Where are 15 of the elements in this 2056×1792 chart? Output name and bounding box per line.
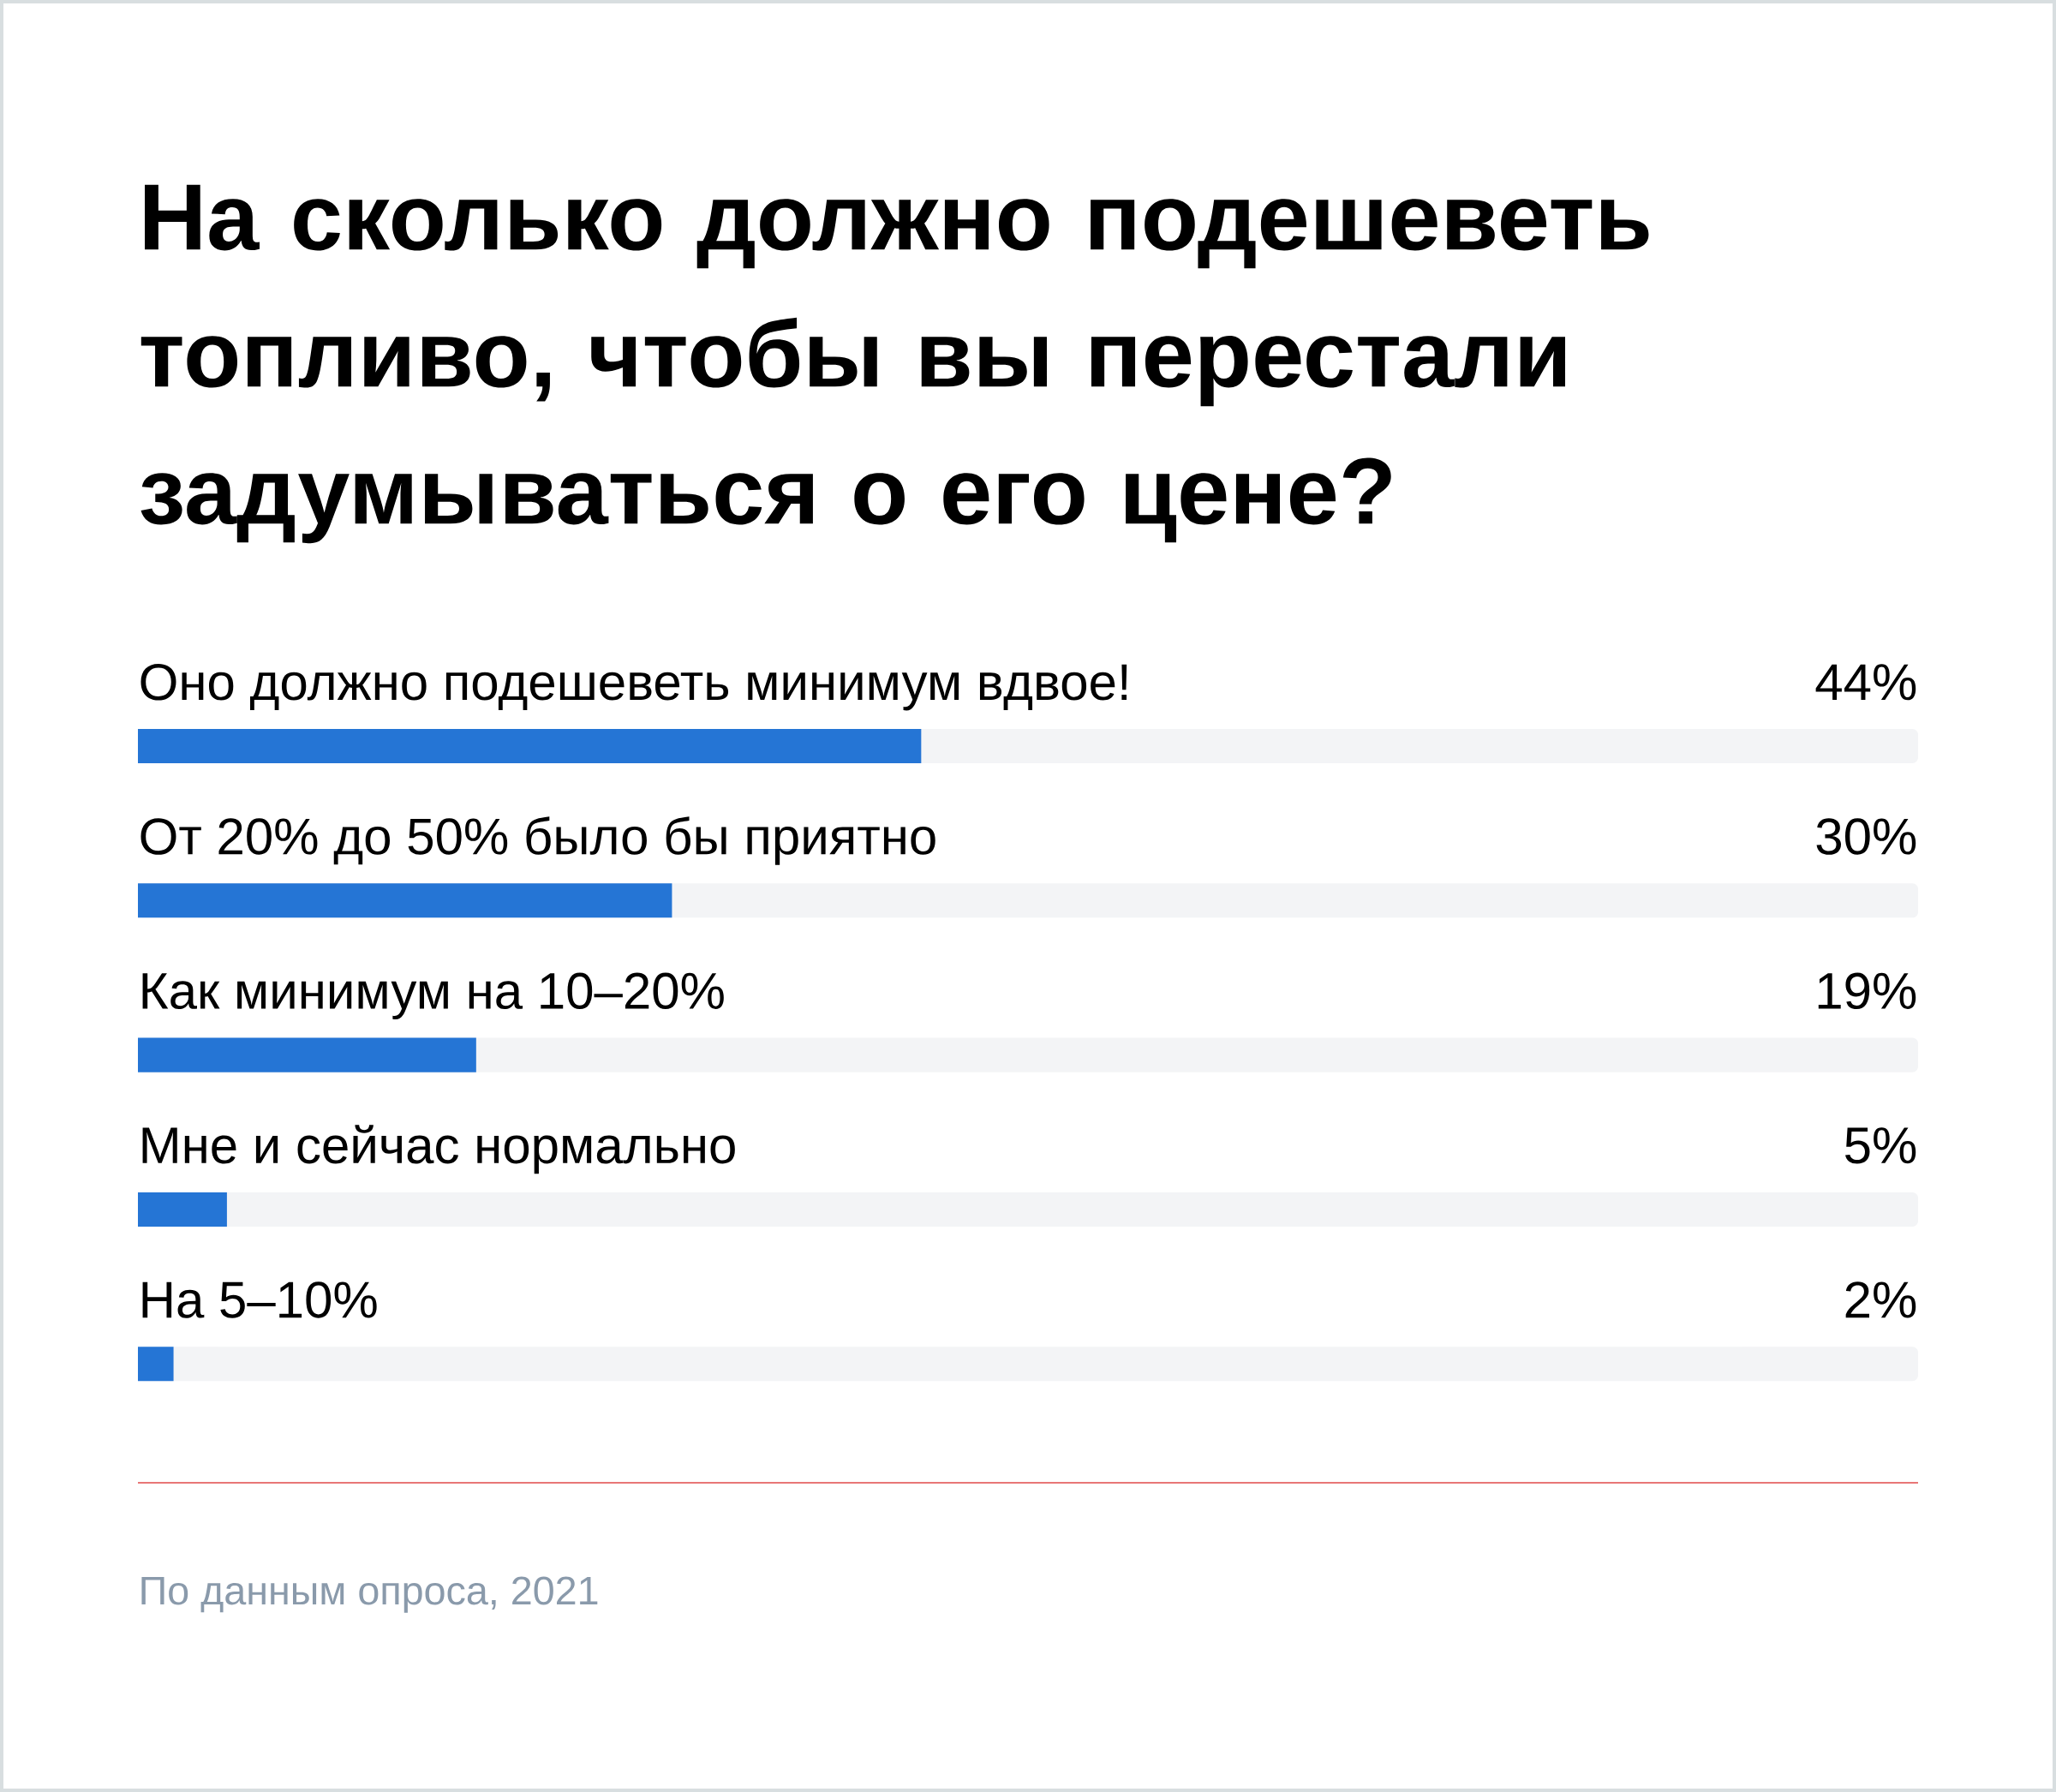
chart-title: На сколько должно подешеветь топливо, чтобы вы перестали задумываться о его цене? [140, 184, 1649, 544]
y-tick-label: Как минимум на 10–20% [142, 972, 724, 1019]
text: По данным опроса, 2021 [141, 1576, 598, 1613]
data-label: 19% [1818, 972, 1916, 1010]
y-tick-label: Мне и сейчас нормально [142, 1125, 735, 1174]
data-label: 30% [1816, 818, 1916, 855]
data-label: 2% [1845, 1281, 1916, 1318]
bar [138, 1192, 227, 1227]
data-label: 44% [1815, 664, 1916, 701]
y-tick-label: Оно должно подешеветь минимум вдвое! [140, 664, 1127, 711]
y-tick-label: На 5–10% [142, 1281, 377, 1318]
bar [138, 1347, 174, 1382]
bar [138, 1037, 476, 1072]
y-tick-label: От 20% до 50% было бы приятно [140, 816, 935, 865]
data-label: 5% [1845, 1127, 1916, 1164]
